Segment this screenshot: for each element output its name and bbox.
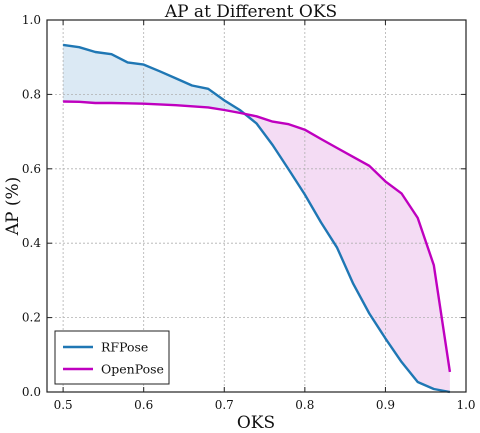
legend-box: [54, 330, 170, 385]
shaded-region: [63, 44, 245, 114]
x-axis-title: OKS: [237, 413, 275, 433]
between-series-fill: [63, 44, 450, 393]
plot-frame: [46, 19, 467, 393]
chart-title: AP at Different OKS: [164, 2, 337, 22]
legend: RFPose OpenPose: [54, 330, 170, 385]
y-tick-label: 1.0: [22, 13, 41, 27]
y-tick-label: 0.0: [22, 385, 41, 399]
x-tick-label: 0.8: [295, 398, 314, 412]
legend-label-rfpose: RFPose: [101, 340, 148, 355]
x-tick-label: 0.9: [376, 398, 395, 412]
axis-ticks: 0.5 0.6 0.7 0.8 0.9 1.0 0.0 0.2 0.4 0.6 0.8 1.0: [22, 13, 476, 412]
x-tick-label: 0.6: [134, 398, 153, 412]
legend-label-openpose: OpenPose: [101, 362, 164, 377]
y-tick-label: 0.6: [22, 162, 41, 176]
shaded-region: [244, 113, 450, 393]
series-line-rfpose: [62, 43, 451, 394]
y-tick-label: 0.2: [22, 311, 41, 325]
y-tick-label: 0.4: [22, 236, 41, 250]
series-lines: [62, 43, 452, 394]
x-tick-label: 0.5: [54, 398, 73, 412]
x-tick-label: 1.0: [456, 398, 475, 412]
y-tick-label: 0.8: [22, 87, 41, 101]
series-line-openpose: [63, 100, 452, 373]
y-axis-title: AP (%): [3, 177, 23, 237]
x-tick-label: 0.7: [215, 398, 234, 412]
